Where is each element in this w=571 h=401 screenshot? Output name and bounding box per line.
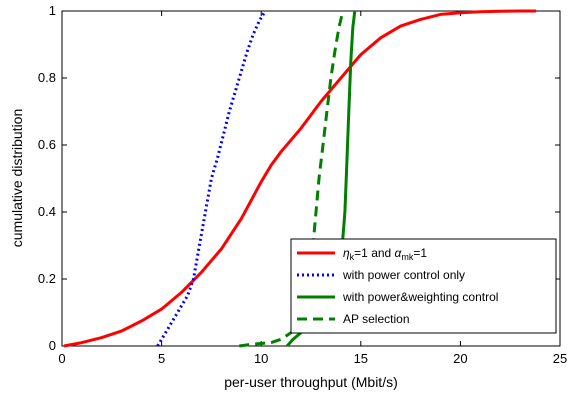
y-tick-label: 0.6 (38, 137, 56, 152)
y-tick-label: 0.2 (38, 271, 56, 286)
x-axis: 0 5 10 15 20 25 (58, 11, 567, 366)
y-tick-label: 1 (49, 3, 56, 18)
y-axis-label: cumulative distribution (9, 109, 25, 248)
legend-label-0: ηk=1 and αmk=1 (343, 246, 427, 262)
y-tick-label: 0 (49, 338, 56, 353)
x-tick-label: 5 (158, 351, 165, 366)
series-line-1 (156, 10, 267, 347)
series-line-0 (63, 9, 537, 348)
legend-box (290, 238, 557, 334)
x-axis-label: per-user throughput (Mbit/s) (224, 374, 398, 390)
y-axis: 0 0.2 0.4 0.6 0.8 1 (38, 3, 560, 353)
legend-label-2: with power&weighting control (342, 290, 498, 304)
y-tick-label: 0.4 (38, 204, 56, 219)
legend: ηk=1 and αmk=1 with power control only wit… (290, 238, 557, 334)
x-tick-label: 0 (58, 351, 65, 366)
x-tick-label: 20 (453, 351, 467, 366)
y-tick-label: 0.8 (38, 70, 56, 85)
legend-label-1: with power control only (342, 268, 465, 282)
x-tick-label: 10 (254, 351, 268, 366)
x-tick-label: 25 (553, 351, 567, 366)
x-tick-label: 15 (354, 351, 368, 366)
legend-label-3: AP selection (343, 312, 410, 326)
